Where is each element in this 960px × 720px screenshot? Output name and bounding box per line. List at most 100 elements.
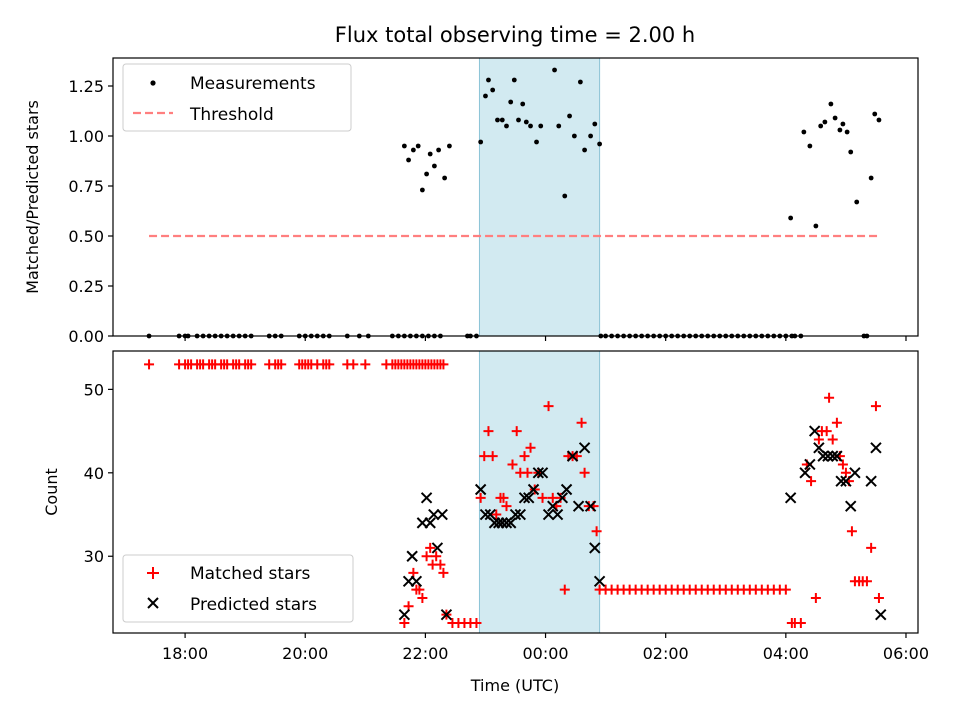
matched-point — [555, 492, 566, 503]
matched-point — [873, 592, 884, 603]
predicted-point — [835, 475, 847, 487]
top-y-axis-label: Matched/Predicted stars — [23, 100, 42, 294]
measurement-point — [516, 117, 521, 123]
predicted-point — [484, 508, 496, 521]
x-tick-label: 18:00 — [162, 644, 208, 663]
measurement-point — [478, 139, 484, 145]
measurement-point — [538, 123, 544, 129]
top-y-tick-label: 1.00 — [68, 127, 104, 146]
matched-point — [795, 617, 806, 628]
measurement-point — [523, 119, 529, 125]
bottom-panel: 30 40 50 18:00 20:00 22:00 00:00 02:00 04:00 06:0… — [84, 350, 929, 663]
matched-point — [507, 459, 518, 470]
predicted-point — [593, 575, 606, 587]
measurement-point — [567, 113, 572, 119]
matched-point — [435, 559, 446, 570]
predicted-point — [500, 517, 513, 529]
predicted-point — [474, 483, 487, 496]
predicted-point — [784, 492, 797, 504]
measurement-point — [495, 117, 500, 123]
measurement-point — [499, 117, 505, 123]
x-tick-label: 06:00 — [883, 644, 929, 663]
matched-point — [579, 467, 590, 478]
matched-point — [511, 426, 522, 437]
measurement-point — [813, 223, 819, 229]
predicted-point — [572, 500, 585, 512]
measurement-point — [508, 99, 514, 105]
predicted-point — [831, 450, 843, 462]
matched-point — [821, 426, 832, 437]
predicted-point — [589, 542, 601, 554]
bottom-series-0 — [144, 359, 884, 628]
top-observing-window — [478, 57, 601, 337]
bottom-y-axis-label: Count — [42, 468, 61, 516]
measurement-point — [504, 123, 509, 129]
matched-point — [543, 401, 554, 412]
measurement-point — [410, 147, 416, 153]
legend-matched-label: Matched stars — [190, 564, 310, 584]
matched-point — [780, 584, 791, 595]
top-y-tick-label: 0.25 — [68, 277, 104, 296]
matched-point — [348, 359, 359, 370]
legend-measurements-marker — [150, 80, 156, 86]
measurement-point — [483, 93, 488, 99]
measurement-point — [511, 77, 517, 83]
predicted-point — [566, 450, 579, 462]
measurement-point — [431, 163, 437, 169]
predicted-point — [542, 508, 555, 521]
predicted-point — [406, 550, 418, 562]
predicted-point — [440, 608, 453, 621]
bottom-axes-frame — [112, 350, 919, 634]
predicted-point — [551, 508, 564, 521]
matched-point — [824, 392, 835, 403]
legend-measurements-label: Measurements — [190, 74, 316, 94]
bottom-legend-box — [122, 554, 354, 623]
x-tick-label: 04:00 — [763, 644, 809, 663]
predicted-point — [547, 500, 559, 512]
predicted-point — [584, 500, 597, 512]
predicted-point — [527, 483, 540, 496]
matched-point — [438, 567, 449, 578]
predicted-point — [799, 467, 811, 479]
predicted-point — [849, 467, 861, 479]
predicted-point — [504, 517, 517, 529]
predicted-point — [509, 508, 522, 521]
measurement-point — [415, 143, 421, 149]
matched-point — [479, 451, 490, 462]
measurement-point — [588, 133, 593, 139]
predicted-point — [845, 500, 857, 512]
predicted-point — [578, 442, 591, 454]
matched-point — [559, 584, 570, 595]
matched-point — [438, 359, 449, 370]
predicted-point — [556, 492, 569, 504]
predicted-point — [813, 442, 825, 454]
bottom-y-tick-label: 50 — [84, 380, 104, 399]
predicted-point — [804, 458, 816, 471]
matched-point — [501, 501, 512, 512]
measurement-point — [807, 143, 813, 149]
measurement-point — [837, 127, 843, 133]
measurement-point — [592, 121, 598, 127]
top-legend: Measurements Threshold — [122, 63, 352, 132]
x-axis-label: Time (UTC) — [470, 676, 559, 695]
top-legend-box — [122, 63, 352, 132]
measurement-point — [840, 121, 846, 127]
bottom-y-tick-label: 40 — [84, 464, 104, 483]
measurement-point — [424, 171, 429, 177]
measurement-point — [490, 87, 496, 93]
measurement-point — [854, 199, 860, 205]
matched-point — [324, 359, 335, 370]
measurement-point — [801, 129, 807, 135]
matched-point — [591, 526, 602, 537]
measurement-point — [597, 141, 603, 147]
matched-point — [831, 417, 842, 428]
predicted-point — [822, 450, 834, 462]
matched-point — [144, 359, 155, 370]
measurement-point — [436, 147, 442, 153]
matched-point — [806, 476, 817, 487]
top-y-tick-label: 0.50 — [68, 227, 104, 246]
measurement-point — [442, 175, 448, 181]
matched-point — [491, 509, 502, 520]
bottom-series-1 — [398, 425, 887, 621]
bottom-y-tick-label: 30 — [84, 547, 104, 566]
